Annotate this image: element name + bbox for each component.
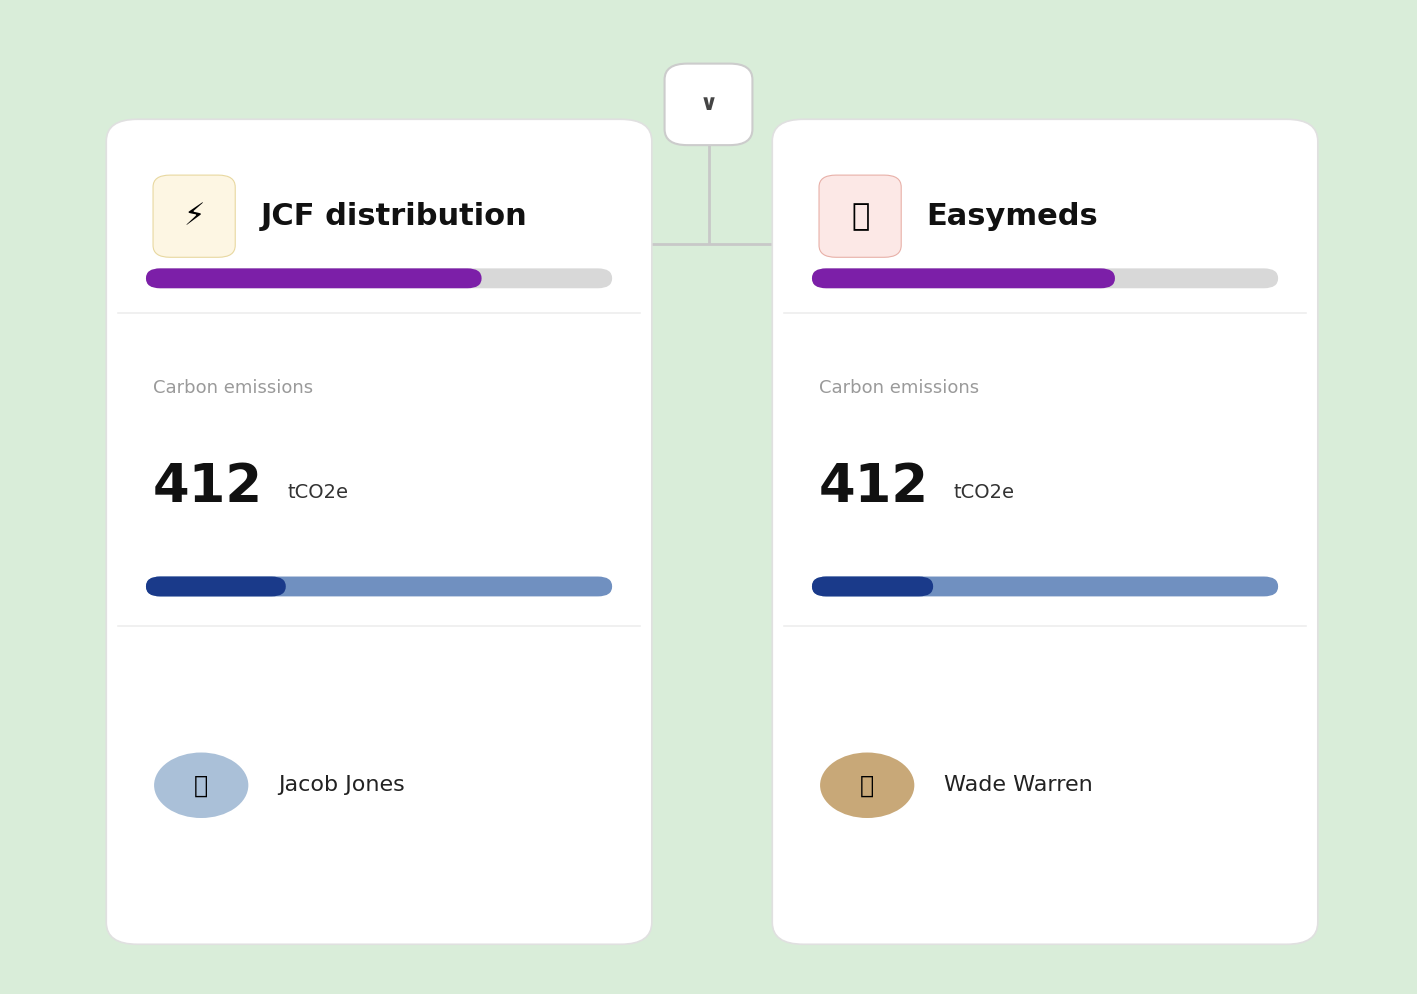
- Text: JCF distribution: JCF distribution: [261, 202, 527, 231]
- Circle shape: [819, 751, 915, 819]
- FancyBboxPatch shape: [812, 268, 1278, 288]
- Text: 🛽: 🛽: [852, 202, 869, 231]
- Text: Wade Warren: Wade Warren: [944, 775, 1093, 795]
- Text: tCO2e: tCO2e: [288, 482, 349, 502]
- Text: Carbon emissions: Carbon emissions: [819, 379, 979, 397]
- FancyBboxPatch shape: [153, 175, 235, 257]
- FancyBboxPatch shape: [772, 119, 1318, 944]
- FancyBboxPatch shape: [146, 577, 286, 596]
- Text: Easymeds: Easymeds: [927, 202, 1098, 231]
- Text: ∨: ∨: [700, 94, 717, 114]
- Text: tCO2e: tCO2e: [954, 482, 1015, 502]
- Text: 🧕: 🧕: [194, 773, 208, 797]
- Text: Jacob Jones: Jacob Jones: [278, 775, 404, 795]
- FancyBboxPatch shape: [146, 268, 482, 288]
- Text: 🧔: 🧔: [860, 773, 874, 797]
- FancyBboxPatch shape: [106, 119, 652, 944]
- Text: Carbon emissions: Carbon emissions: [153, 379, 313, 397]
- FancyBboxPatch shape: [812, 268, 1115, 288]
- FancyBboxPatch shape: [812, 577, 1278, 596]
- Text: ⚡: ⚡: [183, 202, 205, 231]
- Text: 412: 412: [153, 461, 264, 513]
- FancyBboxPatch shape: [812, 577, 934, 596]
- Circle shape: [153, 751, 249, 819]
- FancyBboxPatch shape: [146, 268, 612, 288]
- FancyBboxPatch shape: [146, 577, 612, 596]
- FancyBboxPatch shape: [665, 64, 752, 145]
- FancyBboxPatch shape: [819, 175, 901, 257]
- Text: 412: 412: [819, 461, 930, 513]
